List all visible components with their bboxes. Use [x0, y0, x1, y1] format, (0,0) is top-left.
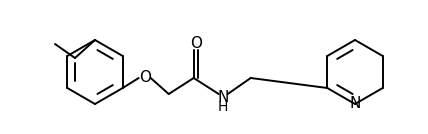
- Text: N: N: [349, 96, 361, 111]
- Text: H: H: [217, 100, 228, 114]
- Text: O: O: [190, 36, 202, 51]
- Text: N: N: [217, 90, 229, 105]
- Text: O: O: [139, 70, 151, 85]
